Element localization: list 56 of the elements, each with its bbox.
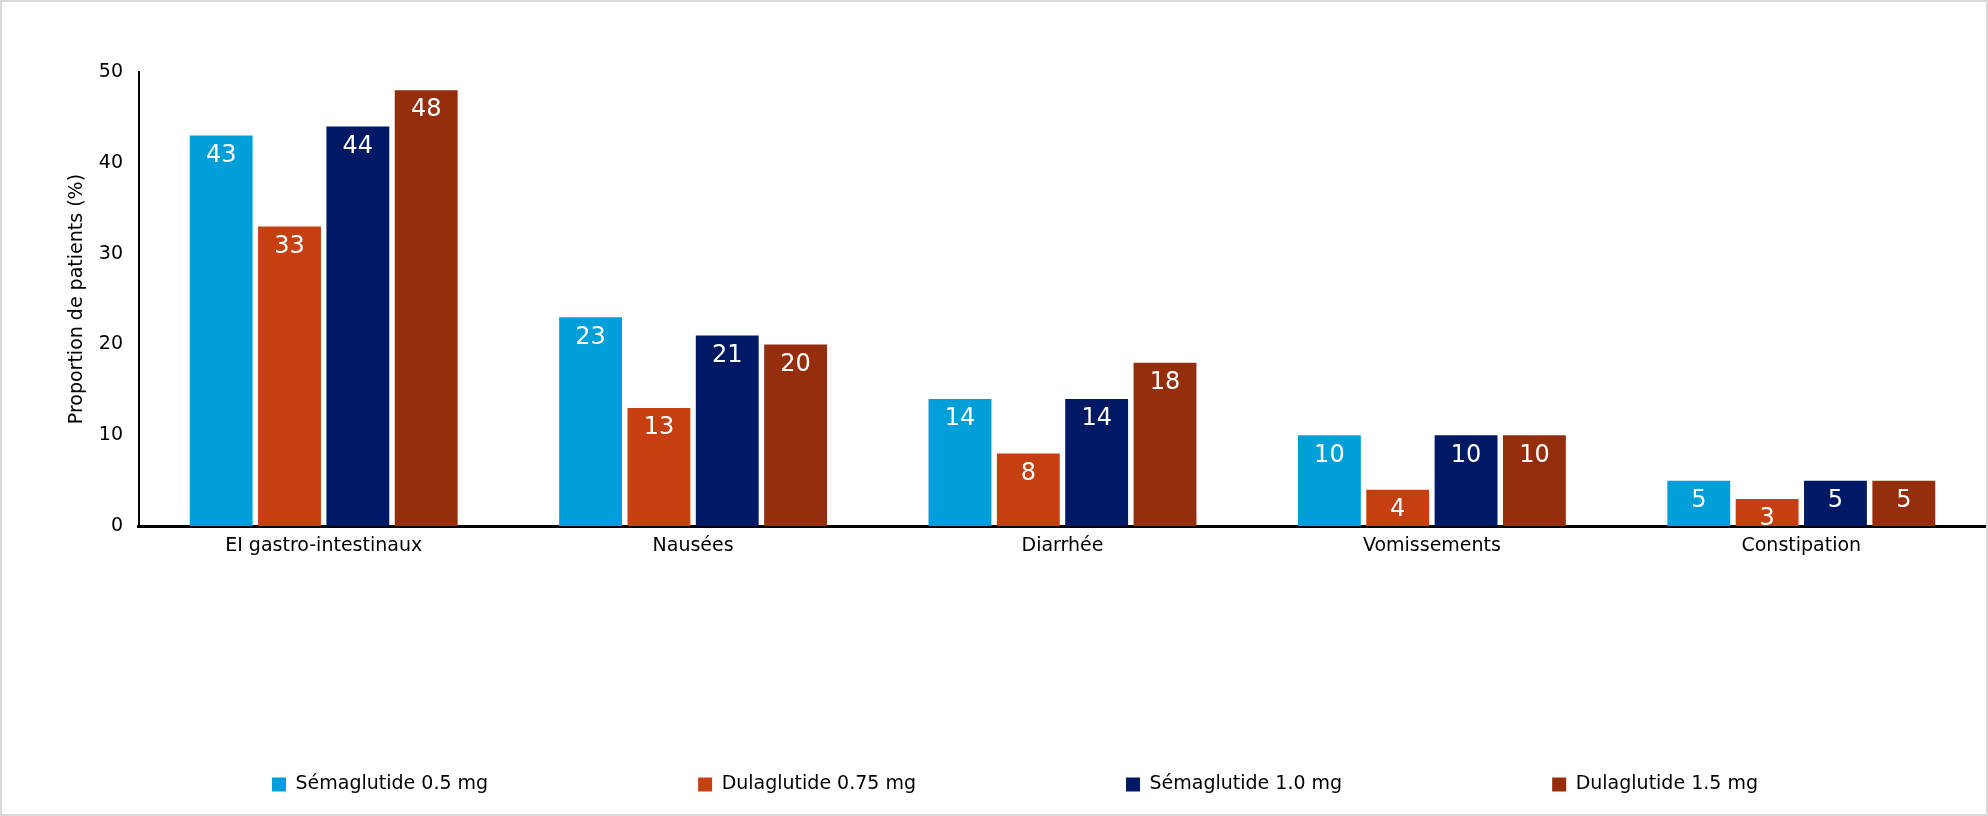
bar [695,335,759,527]
y-tick-label: 0 [110,513,123,536]
data-label: 20 [780,348,811,377]
bar [1872,480,1936,527]
bar [1434,435,1498,527]
legend-label: Dulaglutide 1.5 mg [1575,771,1758,794]
x-tick-label: Vomissements [1362,532,1501,555]
data-label: 21 [711,339,743,368]
data-label: 10 [1519,439,1550,468]
legend-label: Sémaglutide 1.0 mg [1149,771,1343,794]
bar [1502,435,1566,527]
data-label: 48 [410,94,442,123]
bar [928,399,992,527]
bar [1366,489,1430,527]
bar [189,135,253,527]
bar [394,90,458,527]
data-label: 14 [944,403,976,432]
data-label: 5 [1827,485,1844,514]
data-label: 23 [575,321,606,350]
data-label: 10 [1450,439,1482,468]
bar [627,408,691,527]
bar [326,126,390,527]
bar [1065,399,1129,527]
bar [1804,480,1867,527]
data-label: 33 [274,230,305,259]
bar [1133,362,1197,527]
data-label: 4 [1390,494,1406,523]
y-axis-title: Proportion de patients (%) [64,173,87,425]
data-label: 3 [1759,503,1775,532]
data-label: 10 [1314,439,1345,468]
y-tick-label: 10 [98,422,123,445]
data-label: 5 [1691,485,1707,514]
bar [996,453,1060,527]
data-label: 8 [1020,457,1036,486]
bar [559,317,623,527]
y-tick-label: 40 [98,149,123,172]
y-tick-label: 50 [98,58,123,81]
bar [764,344,828,527]
data-label: 5 [1896,485,1912,514]
bar [1667,480,1731,527]
data-label: 44 [342,130,374,159]
y-tick-label: 20 [98,331,123,354]
bar [258,226,321,527]
legend-label: Dulaglutide 0.75 mg [721,771,917,794]
x-tick-label: Diarrhée [1021,532,1104,555]
x-tick-label: Constipation [1741,532,1862,555]
data-label: 18 [1149,366,1181,395]
legend-label: Sémaglutide 0.5 mg [295,771,489,794]
x-tick-label: EI gastro-intestinaux [225,532,423,555]
data-label: 13 [643,412,675,441]
bar [1735,498,1799,527]
data-label: 14 [1081,403,1112,432]
x-tick-label: Nausées [652,532,734,555]
bar [1297,435,1361,527]
y-tick-label: 30 [98,240,123,263]
data-label: 43 [205,139,237,168]
